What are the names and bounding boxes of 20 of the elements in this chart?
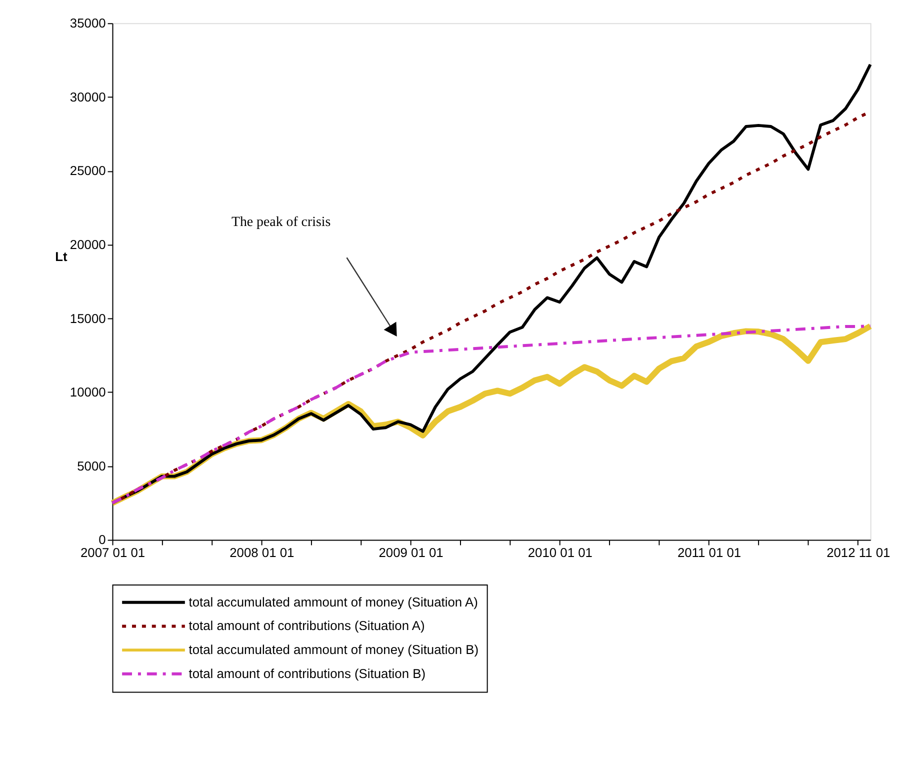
x-tick-label: 2011 01 01 [677, 545, 742, 560]
y-tick-label: 0 [98, 532, 106, 548]
y-tick-label: 20000 [70, 237, 106, 252]
legend-label: total accumulated ammount of money (Situation A) [188, 594, 478, 610]
y-tick-label: 35000 [70, 16, 106, 31]
y-tick-label: 25000 [70, 163, 106, 178]
y-tick-label: 15000 [70, 310, 106, 326]
legend-label: total accumulated ammount of money (Situation B) [188, 642, 479, 658]
y-tick-label: 30000 [70, 89, 106, 104]
legend-label: total amount of contributions (Situation B) [188, 666, 426, 681]
legend-label: total amount of contributions (Situation A) [188, 618, 425, 634]
x-tick-label: 2012 11 01 [826, 545, 890, 560]
x-tick-label: 2008 01 01 [230, 545, 294, 560]
y-tick-label: 5000 [77, 458, 106, 474]
y-axis-title: Lt [55, 249, 68, 264]
y-tick-label: 10000 [70, 384, 106, 400]
x-tick-label: 2010 01 01 [528, 545, 592, 560]
annotation: The peak of crisis [231, 214, 331, 230]
x-tick-label: 2007 01 01 [80, 545, 146, 560]
x-tick-label: 2009 01 01 [378, 545, 444, 560]
